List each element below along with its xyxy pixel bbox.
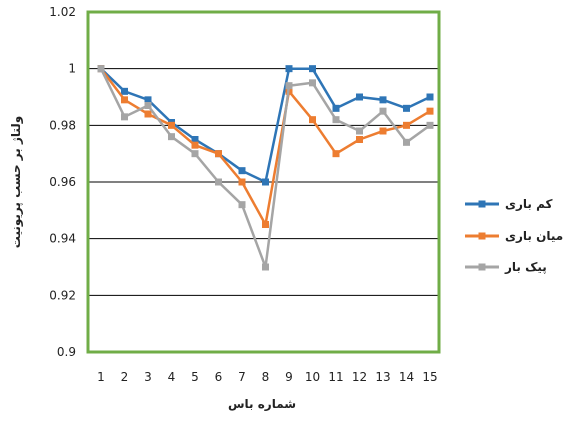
data-point [121, 96, 128, 104]
data-point [191, 150, 199, 158]
x-tick-label: 13 [375, 370, 390, 384]
data-point [262, 178, 269, 186]
data-point [426, 121, 434, 129]
legend-marker [478, 232, 486, 240]
y-tick-label: 0.9 [57, 345, 76, 359]
data-point [238, 178, 246, 186]
series [97, 65, 434, 271]
x-tick-label: 4 [168, 370, 176, 384]
series-2 [97, 65, 434, 228]
data-point [262, 263, 269, 271]
data-point [215, 178, 222, 186]
x-tick-label: 14 [399, 370, 414, 384]
x-tick-label: 1 [97, 370, 105, 384]
x-tick-label: 11 [328, 370, 343, 384]
y-axis-title: ولتاژ بر حسب پریونیت [9, 116, 24, 248]
y-tick-label: 0.92 [49, 288, 76, 302]
x-tick-label: 2 [121, 370, 129, 384]
data-point [121, 87, 128, 95]
data-point [403, 104, 410, 112]
data-point [403, 121, 410, 129]
x-tick-label: 6 [215, 370, 223, 384]
data-point [285, 65, 293, 73]
data-point [238, 201, 246, 209]
x-axis-title: شماره باس [228, 397, 296, 411]
data-point [97, 65, 105, 73]
data-point [403, 138, 410, 146]
legend-marker [478, 200, 486, 208]
data-point [144, 102, 152, 109]
data-point [356, 127, 363, 135]
data-point [332, 104, 340, 112]
y-tick-label: 0.98 [49, 118, 76, 132]
y-axis-ticks: 0.9 0.92 0.94 0.96 0.98 1 1.02 [49, 5, 76, 359]
data-point [238, 167, 246, 175]
data-point [309, 65, 316, 73]
data-point [379, 107, 387, 115]
legend-marker [478, 263, 486, 271]
data-point [379, 127, 387, 135]
legend: کم باری میان باری پیک بار [465, 197, 563, 274]
x-tick-label: 12 [352, 370, 367, 384]
series-line [100, 67, 431, 226]
data-point [144, 110, 152, 118]
data-point [309, 116, 316, 124]
data-point [332, 150, 340, 158]
legend-entry: میان باری [465, 229, 563, 243]
data-point [426, 93, 434, 101]
data-point [356, 93, 363, 101]
legend-label: میان باری [505, 229, 563, 243]
x-tick-label: 15 [422, 370, 437, 384]
legend-label: پیک بار [504, 260, 547, 274]
data-point [191, 141, 199, 149]
data-point [191, 136, 199, 143]
data-point [356, 136, 363, 143]
data-point [168, 121, 175, 129]
x-axis-ticks: 1 2 3 4 5 6 7 8 9 10 11 12 13 14 15 [97, 370, 437, 384]
data-point [215, 150, 222, 158]
legend-entry: کم باری [465, 197, 553, 211]
data-point [121, 113, 128, 121]
legend-entry: پیک بار [465, 260, 547, 274]
data-point [379, 96, 387, 104]
data-point [168, 133, 175, 141]
data-point [262, 221, 269, 228]
data-point [144, 96, 152, 104]
x-tick-label: 7 [238, 370, 246, 384]
y-tick-label: 0.96 [49, 175, 76, 189]
series-3 [97, 65, 434, 271]
data-point [309, 79, 316, 87]
x-tick-label: 5 [191, 370, 199, 384]
x-tick-label: 8 [262, 370, 270, 384]
y-tick-label: 1.02 [49, 5, 76, 19]
data-point [426, 107, 434, 115]
x-tick-label: 10 [305, 370, 320, 384]
y-tick-label: 0.94 [49, 232, 76, 246]
x-tick-label: 9 [285, 370, 293, 384]
y-tick-label: 1 [68, 62, 76, 76]
data-point [332, 116, 340, 124]
legend-label: کم باری [505, 197, 553, 211]
plot-area-border [86, 10, 441, 354]
x-tick-label: 3 [144, 370, 152, 384]
data-point [285, 82, 293, 90]
